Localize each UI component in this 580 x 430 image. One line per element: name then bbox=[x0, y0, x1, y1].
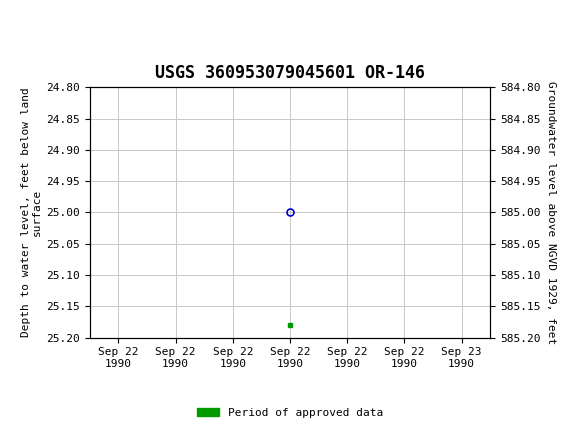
Title: USGS 360953079045601 OR-146: USGS 360953079045601 OR-146 bbox=[155, 64, 425, 82]
Y-axis label: Groundwater level above NGVD 1929, feet: Groundwater level above NGVD 1929, feet bbox=[546, 81, 556, 344]
Legend: Period of approved data: Period of approved data bbox=[193, 403, 387, 422]
Text: ≡USGS: ≡USGS bbox=[3, 10, 61, 30]
Y-axis label: Depth to water level, feet below land
surface: Depth to water level, feet below land su… bbox=[21, 88, 42, 337]
